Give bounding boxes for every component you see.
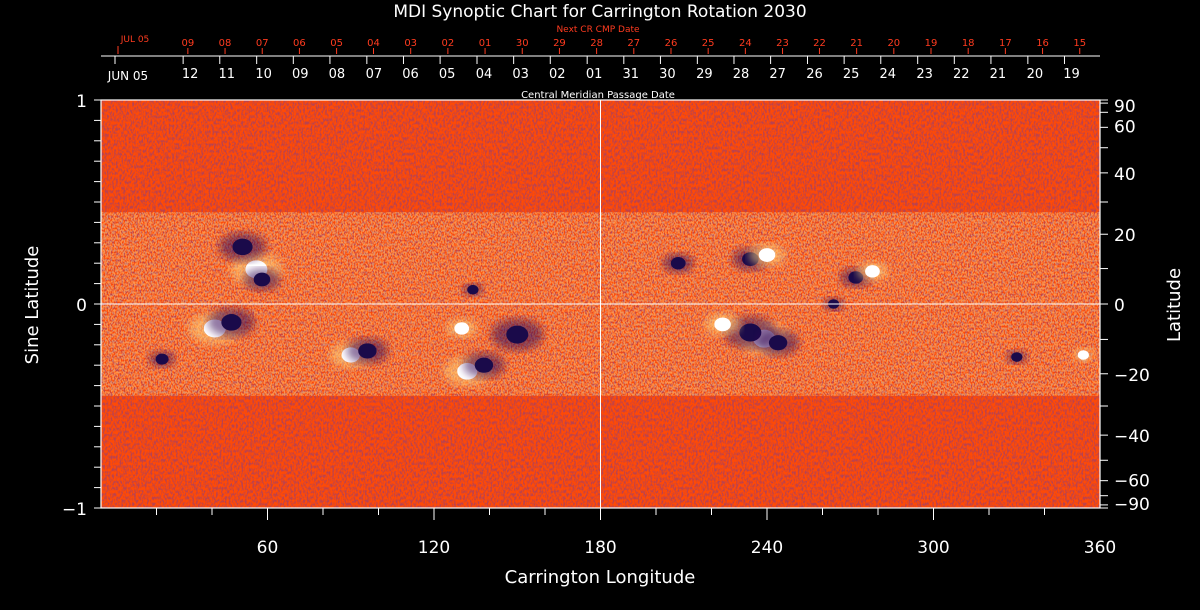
cmp-date-label: 10 [255,67,272,82]
cmp-date-label: 30 [659,67,676,82]
active-region-11 [454,322,470,335]
cmp-date-label: 23 [916,67,933,82]
lat-tick-label: 20 [1114,226,1136,246]
active-region-10 [506,325,529,344]
next-date-label: 26 [665,38,678,49]
next-date-label: 22 [813,38,826,49]
y-tick-label: 0 [76,296,87,316]
next-date-label: 04 [367,38,380,49]
cmp-axis-label: Central Meridian Passage Date [521,90,675,101]
next-date-label: 19 [925,38,938,49]
next-date-label: 06 [293,38,306,49]
next-date-label: 17 [999,38,1012,49]
cmp-date-label: 04 [476,67,493,82]
next-date-label: 25 [702,38,715,49]
active-region-3 [253,272,271,287]
active-region-12 [467,284,479,295]
next-date-label: 18 [962,38,975,49]
next-date-label: 21 [850,38,863,49]
active-region-22 [155,353,169,365]
next-date-label: 02 [442,38,455,49]
cmp-date-label: 11 [218,67,235,82]
next-month-label: JUL 05 [120,35,150,45]
cmp-date-label: 25 [843,67,860,82]
next-date-label: 09 [181,38,194,49]
cmp-date-axis: Next CR CMP Date JUL 05 09 08 07 06 05 04 03 02 01… [101,25,1100,101]
cmp-date-label: 12 [182,67,199,82]
next-date-label: 20 [887,38,900,49]
cmp-date-label: 02 [549,67,566,82]
cmp-date-label: 22 [953,67,970,82]
lat-tick-label: −90 [1114,495,1150,515]
lat-tick-label: 0 [1114,296,1125,316]
next-date-label: 24 [739,38,752,49]
next-date-label: 07 [256,38,269,49]
active-region-13 [670,257,686,270]
active-region-23 [1011,352,1023,362]
cmp-date-label: 27 [769,67,786,82]
active-region-7 [358,343,377,359]
active-region-24 [1077,350,1089,360]
active-region-15 [758,248,776,262]
next-date-label: 08 [219,38,232,49]
next-date-label: 28 [590,38,603,49]
active-region-2 [232,238,253,256]
active-region-25 [714,317,731,332]
chart-title: MDI Synoptic Chart for Carrington Rotati… [393,2,806,22]
x-tick-label: 180 [584,538,616,558]
next-date-label: 03 [404,38,417,49]
lat-tick-label: 60 [1114,117,1136,137]
next-cmp-label: Next CR CMP Date [556,25,640,35]
next-date-label: 05 [330,38,343,49]
cmp-date-label: 21 [990,67,1007,82]
x-tick-label: 240 [751,538,783,558]
cmp-date-label: 19 [1063,67,1080,82]
active-region-9 [474,357,494,373]
cmp-date-label: 26 [806,67,823,82]
next-date-label: 29 [553,38,566,49]
cmp-date-label: 28 [733,67,750,82]
y-axis-label-right: Latitude [1164,268,1185,342]
x-tick-label: 120 [418,538,450,558]
next-date-label: 01 [479,38,492,49]
active-region-18 [768,335,788,351]
cmp-date-label: 07 [366,67,383,82]
cmp-date-label: 20 [1027,67,1044,82]
x-axis-label: Carrington Longitude [505,567,696,588]
active-region-20 [865,265,880,278]
active-region-5 [221,314,242,331]
y-tick-label: −1 [62,500,87,520]
next-date-label: 23 [776,38,789,49]
cmp-date-label: 01 [586,67,603,82]
cmp-date-label: 24 [880,67,897,82]
y-tick-label: 1 [76,92,87,112]
lat-tick-label: 90 [1114,97,1136,117]
x-tick-label: 360 [1084,538,1116,558]
active-region-17 [739,323,762,342]
cmp-date-label: 31 [623,67,640,82]
cmp-month-label: JUN 05 [107,69,148,83]
y-axis-label: Sine Latitude [22,246,43,365]
cmp-date-label: 05 [439,67,456,82]
next-date-label: 30 [516,38,529,49]
x-tick-label: 300 [917,538,949,558]
lat-tick-label: −40 [1114,427,1150,447]
next-date-label: 16 [1036,38,1049,49]
cmp-date-label: 08 [329,67,346,82]
lat-tick-label: 40 [1114,165,1136,185]
next-date-label: 27 [627,38,640,49]
cmp-date-label: 29 [696,67,713,82]
cmp-date-label: 09 [292,67,309,82]
cmp-date-label: 06 [402,67,419,82]
next-date-label: 15 [1073,38,1086,49]
x-tick-label: 60 [257,538,279,558]
lat-tick-label: −20 [1114,366,1150,386]
lat-tick-label: −60 [1114,472,1150,492]
chart-axes: 60 120 180 240 300 36010−1906040200−20−40−60−… [62,92,1150,558]
cmp-date-label: 03 [512,67,529,82]
